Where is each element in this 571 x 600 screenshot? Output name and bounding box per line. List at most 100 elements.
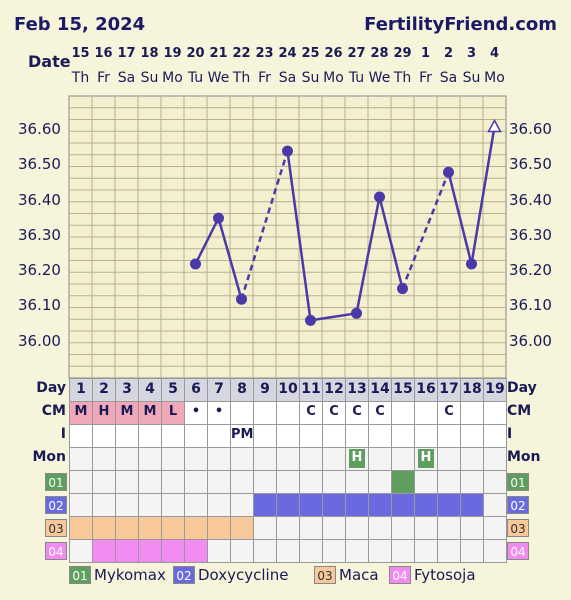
cervical-mucus-cell: C: [322, 401, 346, 425]
medication-01-cell: [161, 470, 185, 494]
weekday-label: Th: [232, 70, 251, 86]
medication-01-cell: [345, 470, 369, 494]
cycle-day-cell: 6: [184, 378, 208, 402]
medication-01-cell: [483, 470, 507, 494]
medication-04-cell: [414, 539, 438, 563]
monitor-cell: [391, 447, 415, 471]
medication-02-cell: [115, 493, 139, 517]
cycle-day-cell: 17: [437, 378, 461, 402]
weekday-label: Mo: [484, 70, 505, 86]
medication-04-cell: [483, 539, 507, 563]
date-number: 17: [117, 46, 136, 61]
medication-03-cell: [184, 516, 208, 540]
monitor-cell: [184, 447, 208, 471]
medication-03-cell: [345, 516, 369, 540]
medication-04-cell: [322, 539, 346, 563]
temperature-segment: [401, 171, 450, 290]
monitor-cell: [299, 447, 323, 471]
cycle-day-cell: 1: [69, 378, 93, 402]
medication-01-cell: [437, 470, 461, 494]
medication-02-cell: [184, 493, 208, 517]
medication-01-cell: [184, 470, 208, 494]
medication-04-cell: [69, 539, 93, 563]
medication-02-cell: [322, 493, 346, 517]
monitor-cell: [92, 447, 116, 471]
temperature-point: [305, 314, 316, 326]
medication-02-cell: [345, 493, 369, 517]
date-number: 2: [443, 46, 454, 61]
medication-01-cell: [115, 470, 139, 494]
temperature-segment: [240, 150, 289, 300]
medication-04-cell: [345, 539, 369, 563]
day-row-label: Day: [36, 380, 66, 396]
intercourse-cell: [184, 424, 208, 448]
cycle-day-cell: 3: [115, 378, 139, 402]
medication-03-cell: [138, 516, 162, 540]
intercourse-cell: [345, 424, 369, 448]
medication-code-badge: 03: [507, 519, 529, 537]
temperature-point: [466, 258, 477, 270]
legend-code-badge: 02: [173, 566, 195, 584]
medication-04-cell: [276, 539, 300, 563]
temperature-segment: [447, 171, 473, 265]
medication-04-cell: [368, 539, 392, 563]
intercourse-cell: [414, 424, 438, 448]
date-number: 16: [94, 46, 113, 61]
medication-02-cell: [253, 493, 277, 517]
intercourse-cell: [391, 424, 415, 448]
intercourse-cell: [322, 424, 346, 448]
medication-02-cell: [92, 493, 116, 517]
weekday-label: Tu: [187, 70, 204, 86]
temperature-segment: [470, 126, 496, 265]
medication-04-cell: [299, 539, 323, 563]
date-number: 28: [370, 46, 389, 61]
date-number: 24: [278, 46, 297, 61]
weekday-label: Su: [462, 70, 481, 86]
medication-01-cell: [207, 470, 231, 494]
cycle-day-cell: 10: [276, 378, 300, 402]
monitor-row-label: Mon: [32, 449, 66, 465]
cycle-day-cell: 19: [483, 378, 507, 402]
cervical-mucus-cell: C: [437, 401, 461, 425]
weekday-label: Th: [393, 70, 412, 86]
temperature-segment: [286, 150, 312, 321]
temperature-point: [282, 145, 293, 157]
date-number: 4: [489, 46, 500, 61]
temperature-tick-label: 36.60: [18, 120, 61, 138]
cervical-mucus-cell: H: [92, 401, 116, 425]
intercourse-cell: [115, 424, 139, 448]
medication-03-cell: [69, 516, 93, 540]
cm-row-label: CM: [507, 403, 532, 419]
cervical-mucus-cell: [414, 401, 438, 425]
weekday-label: Fr: [419, 70, 432, 86]
monitor-cell: [460, 447, 484, 471]
cycle-day-cell: 18: [460, 378, 484, 402]
date-number: 22: [232, 46, 251, 61]
weekday-label: Th: [71, 70, 90, 86]
temperature-tick-label: 36.50: [509, 155, 552, 174]
temperature-point: [443, 166, 454, 178]
intercourse-cell: [483, 424, 507, 448]
medication-code-badge: 04: [45, 542, 67, 560]
medication-code-badge: 04: [507, 542, 529, 560]
cm-row-label: CM: [41, 403, 66, 419]
day-row-label: Day: [507, 380, 537, 396]
cervical-mucus-cell: [460, 401, 484, 425]
temperature-segment: [378, 196, 404, 289]
intercourse-cell: [299, 424, 323, 448]
medication-04-cell: [92, 539, 116, 563]
intercourse-cell: [437, 424, 461, 448]
date-number: 19: [163, 46, 182, 61]
cervical-mucus-cell: [253, 401, 277, 425]
temperature-tick-label: 36.50: [18, 155, 61, 174]
medication-02-cell: [138, 493, 162, 517]
medication-03-cell: [115, 516, 139, 540]
monitor-cell: H: [345, 447, 369, 471]
temperature-tick-label: 36.40: [509, 190, 552, 209]
medication-02-cell: [276, 493, 300, 517]
date-number: 18: [140, 46, 159, 61]
legend-code-badge: 01: [69, 566, 91, 584]
temperature-segment: [217, 217, 243, 300]
temperature-point: [351, 307, 362, 319]
weekday-label: Tu: [348, 70, 365, 86]
